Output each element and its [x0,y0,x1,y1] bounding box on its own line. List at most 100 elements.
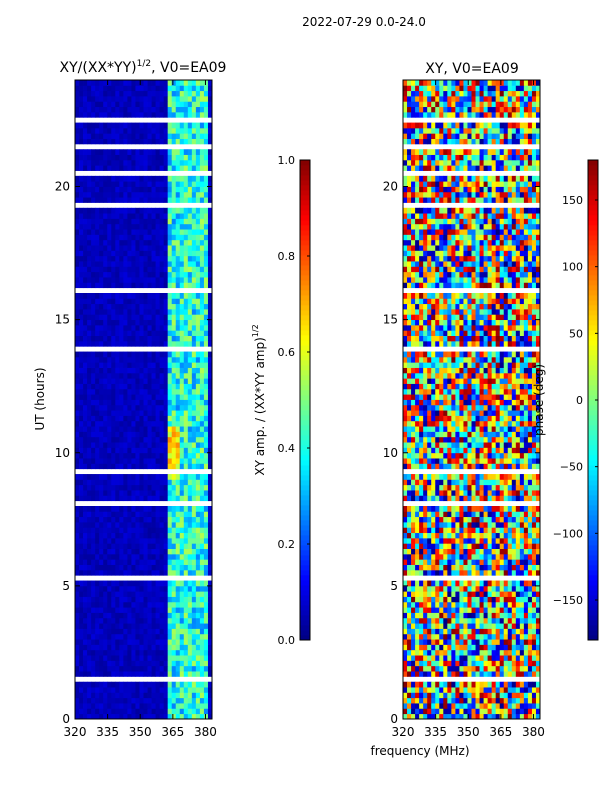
heatmap-cell [79,149,84,155]
heatmap-cell [107,234,112,241]
heatmap-cell [115,415,120,422]
heatmap-cell [123,207,128,214]
heatmap-cell [91,404,96,411]
heatmap-cell [175,495,181,502]
heatmap-cell [87,564,92,571]
heatmap-cell [195,506,201,512]
heatmap-cell [155,681,161,688]
heatmap-cell [159,298,165,305]
heatmap-cell [419,580,424,587]
heatmap-cell [487,553,493,560]
heatmap-cell [135,511,140,518]
heatmap-cell [199,506,205,512]
heatmap-cell [187,484,193,491]
heatmap-cell [91,388,96,395]
heatmap-cell [79,681,84,688]
heatmap-cell [199,261,205,267]
heatmap-cell [203,585,209,592]
heatmap-cell [523,580,529,587]
heatmap-cell [103,314,108,321]
heatmap-cell [75,527,80,534]
heatmap-cell [151,330,156,336]
heatmap-cell [91,543,96,549]
heatmap-cell [127,596,132,603]
heatmap-cell [191,388,197,395]
heatmap-cell [191,516,197,523]
heatmap-cell [127,181,132,187]
heatmap-cell [471,612,476,619]
heatmap-cell [83,537,88,544]
heatmap-cell [195,101,201,108]
heatmap-cell [103,479,108,486]
heatmap-cell [163,431,169,438]
heatmap-cell [75,197,80,203]
heatmap-cell [419,543,424,549]
heatmap-cell [127,516,132,523]
heatmap-cell [91,101,96,108]
heatmap-cell [135,293,140,299]
heatmap-cell [503,655,509,661]
heatmap-cell [195,628,201,635]
heatmap-cell [95,692,100,699]
heatmap-cell [119,697,124,704]
heatmap-cell [119,191,124,198]
heatmap-cell [159,90,165,97]
heatmap-cell [503,649,509,656]
heatmap-cell [103,527,108,534]
heatmap-cell [163,80,169,86]
heatmap-cell [147,713,152,720]
heatmap-cell [523,623,529,629]
heatmap-cell [143,95,148,102]
heatmap-cell [127,580,132,587]
heatmap-cell [99,553,104,560]
heatmap-cell [103,447,108,454]
heatmap-cell [87,90,92,97]
heatmap-cell [99,383,104,390]
heatmap-cell [183,601,189,608]
heatmap-cell [175,703,181,709]
heatmap-cell [503,697,509,704]
heatmap-cell [451,681,456,688]
heatmap-cell [203,165,209,171]
heatmap-cell [479,687,484,693]
heatmap-cell [151,239,156,246]
heatmap-cell [415,580,420,587]
heatmap-cell [163,458,169,464]
heatmap-cell [491,644,497,651]
heatmap-cell [95,431,100,438]
heatmap-cell [95,697,100,704]
heatmap-cell [419,617,424,624]
heatmap-cell [127,298,132,305]
heatmap-cell [107,463,112,470]
heatmap-cell [91,149,96,155]
heatmap-cell [143,324,148,331]
heatmap-cell [187,367,193,374]
heatmap-cell [87,351,92,358]
heatmap-cell [155,713,161,720]
heatmap-cell [495,553,501,560]
heatmap-cell [103,383,108,390]
heatmap-cell [75,261,80,267]
heatmap-cell [207,692,213,699]
heatmap-cell [455,655,460,661]
heatmap-cell [143,330,148,336]
heatmap-cell [199,495,205,502]
heatmap-cell [203,234,209,241]
heatmap-cell [195,713,201,720]
heatmap-cell [191,527,197,534]
heatmap-cell [143,463,148,470]
heatmap-cell [159,314,165,321]
heatmap-cell [183,362,189,368]
heatmap-cell [163,553,169,560]
heatmap-cell [95,655,100,661]
heatmap-cell [107,367,112,374]
heatmap-cell [147,340,152,347]
heatmap-cell [159,85,165,92]
heatmap-cell [175,415,181,422]
heatmap-cell [171,521,177,528]
colorbar-swatch [300,410,310,416]
heatmap-cell [159,506,165,512]
heatmap-cell [75,628,80,635]
heatmap-cell [167,442,173,448]
heatmap-cell [203,442,209,448]
